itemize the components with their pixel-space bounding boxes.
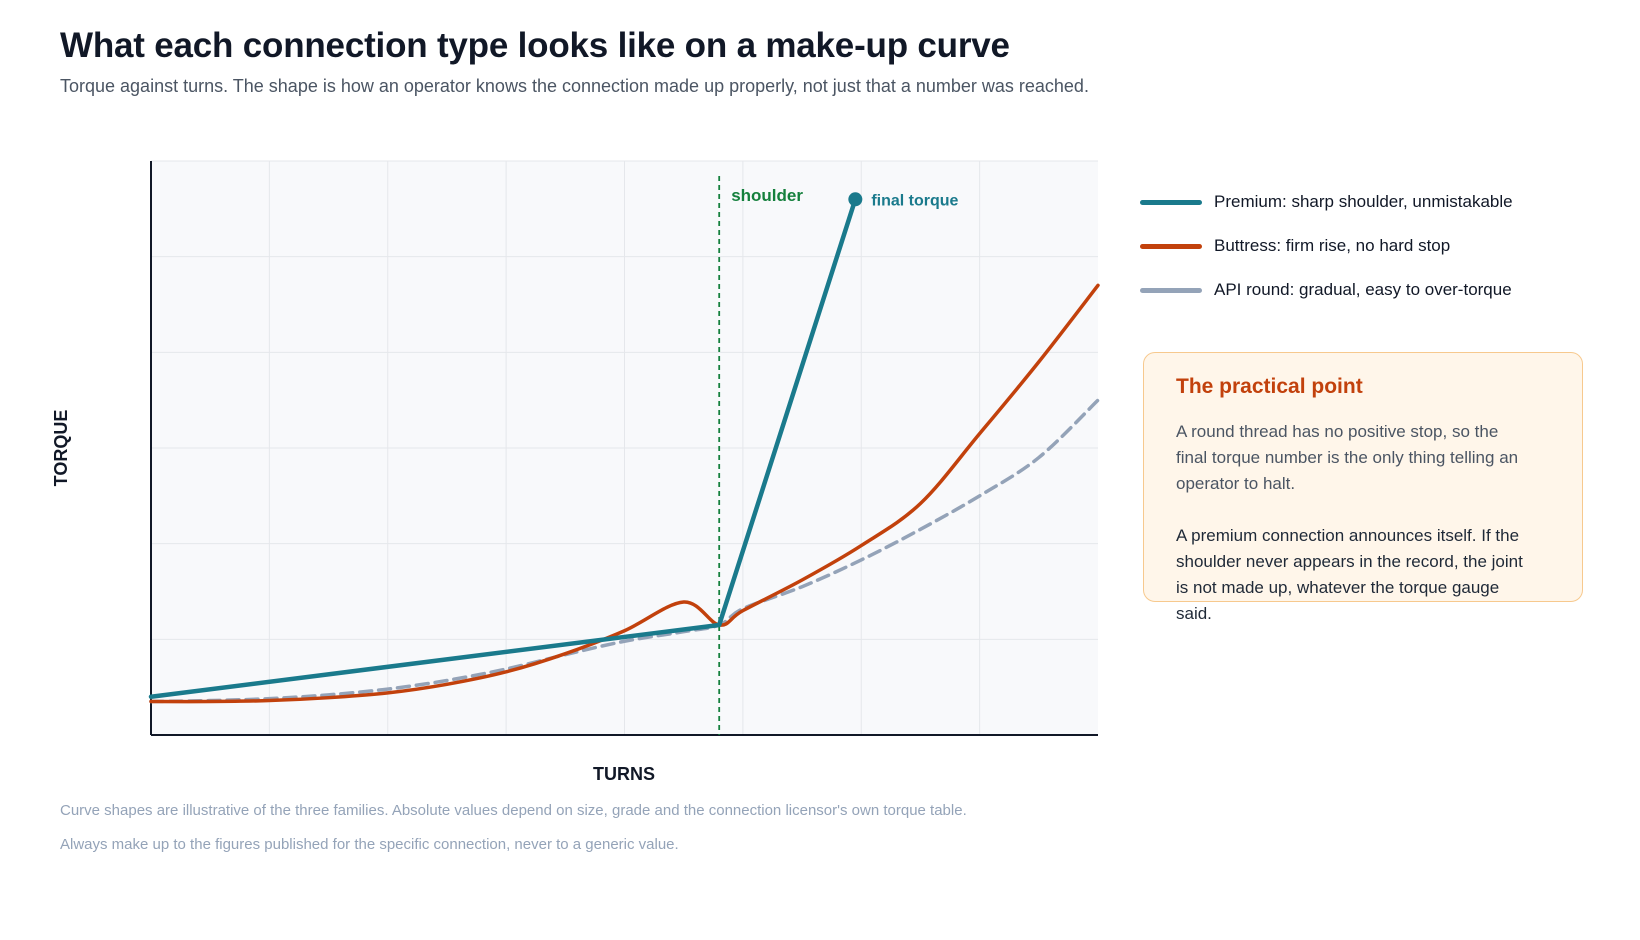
legend-label-api-round: API round: gradual, easy to over-torque	[1214, 280, 1512, 299]
shoulder-label: shoulder	[731, 186, 803, 205]
grid	[151, 160, 1098, 735]
footnote-2: Always make up to the figures published …	[60, 836, 679, 853]
legend-swatch-buttress	[1140, 243, 1202, 249]
legend-label-buttress: Buttress: firm rise, no hard stop	[1214, 236, 1451, 255]
legend-label-premium: Premium: sharp shoulder, unmistakable	[1214, 192, 1513, 211]
callout-paragraph-1: A round thread has no positive stop, so …	[1176, 422, 1519, 493]
legend-swatch-premium	[1140, 199, 1202, 205]
legend-item-premium: Premium: sharp shoulder, unmistakable	[1140, 180, 1513, 224]
legend-item-api-round: API round: gradual, easy to over-torque	[1140, 268, 1513, 312]
page-subtitle: Torque against turns. The shape is how a…	[60, 76, 1089, 96]
series-api-round	[149, 398, 1100, 704]
series-buttress	[149, 283, 1100, 704]
legend: Premium: sharp shoulder, unmistakable Bu…	[1140, 180, 1513, 312]
x-axis-label: TURNS	[593, 764, 655, 784]
series-premium	[148, 197, 858, 699]
legend-item-buttress: Buttress: firm rise, no hard stop	[1140, 224, 1513, 268]
y-axis-label: TORQUE	[51, 410, 71, 487]
footnote-1: Curve shapes are illustrative of the thr…	[60, 802, 967, 819]
callout-paragraph-2: A premium connection announces itself. I…	[1176, 526, 1523, 623]
page-title: What each connection type looks like on …	[60, 26, 1010, 65]
practical-point-callout: The practical point A round thread has n…	[1143, 352, 1583, 623]
callout-title: The practical point	[1176, 375, 1363, 398]
final-torque-label: final torque	[871, 192, 958, 209]
legend-swatch-api-round	[1140, 287, 1202, 293]
final-torque-point	[848, 192, 863, 207]
